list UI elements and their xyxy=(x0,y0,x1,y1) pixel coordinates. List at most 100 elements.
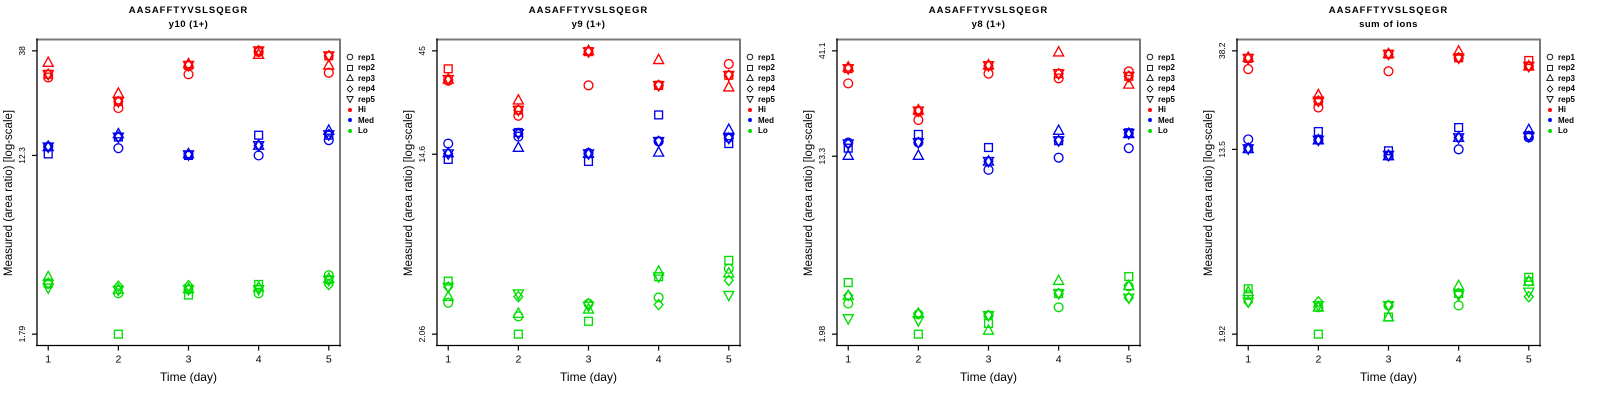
square-icon xyxy=(347,64,353,71)
svg-text:14.6: 14.6 xyxy=(417,146,427,163)
legend-label: rep2 xyxy=(758,63,775,73)
svg-text:1: 1 xyxy=(1245,354,1251,366)
legend-item-rep2: rep2 xyxy=(344,63,398,74)
svg-text:2: 2 xyxy=(515,354,521,366)
svg-text:3: 3 xyxy=(1386,354,1392,366)
legend-item-hi: Hi xyxy=(1144,105,1198,116)
chart-title: AASAFFTYVSLSQEGR xyxy=(128,5,249,16)
x-axis-label: Time (day) xyxy=(960,370,1017,384)
legend-item-rep1: rep1 xyxy=(744,52,798,63)
chart-panel-y8: AASAFFTYVSLSQEGR y8 (1+) Measured (area … xyxy=(800,0,1200,400)
legend-item-lo: Lo xyxy=(344,126,398,137)
legend-label: Lo xyxy=(1558,126,1568,136)
legend-item-rep4: rep4 xyxy=(1144,84,1198,95)
square-icon xyxy=(1547,64,1553,71)
legend-item-rep1: rep1 xyxy=(1544,52,1598,63)
svg-text:3: 3 xyxy=(186,354,192,366)
circle-icon xyxy=(346,54,354,61)
legend-label: Hi xyxy=(1158,105,1166,115)
legend: rep1 rep2 rep3 rep4 rep5 Hi Med Lo xyxy=(1144,52,1198,136)
triangle-up-icon xyxy=(346,73,354,82)
diamond-icon xyxy=(1546,84,1554,93)
diamond-icon xyxy=(746,84,754,93)
triangle-up-icon xyxy=(746,73,754,82)
svg-text:4: 4 xyxy=(1056,354,1062,366)
lo-dot-icon xyxy=(748,128,752,133)
legend-item-rep2: rep2 xyxy=(744,63,798,74)
circle-icon xyxy=(1146,54,1154,61)
legend-label: rep3 xyxy=(1158,73,1175,83)
legend-label: rep4 xyxy=(1558,84,1575,94)
legend-label: Lo xyxy=(758,126,768,136)
svg-text:1.92: 1.92 xyxy=(1217,326,1227,343)
svg-text:1.79: 1.79 xyxy=(17,326,27,343)
hi-dot-icon xyxy=(1148,107,1152,112)
chart-panel-y10: AASAFFTYVSLSQEGR y10 (1+) Measured (area… xyxy=(0,0,400,400)
svg-text:3: 3 xyxy=(986,354,992,366)
hi-dot-icon xyxy=(1548,107,1552,112)
hi-dot-icon xyxy=(748,107,752,112)
chart-title: AASAFFTYVSLSQEGR xyxy=(1328,5,1449,16)
svg-text:5: 5 xyxy=(326,354,332,366)
x-axis-label: Time (day) xyxy=(560,370,617,384)
med-dot-icon xyxy=(1548,118,1552,123)
legend-item-rep3: rep3 xyxy=(1544,73,1598,84)
plot-area: 38.2 13.5 1.92 1 2 3 4 5 xyxy=(1217,38,1541,366)
svg-text:5: 5 xyxy=(1526,354,1532,366)
legend-label: Hi xyxy=(1558,105,1566,115)
legend-label: rep1 xyxy=(758,52,775,62)
legend: rep1 rep2 rep3 rep4 rep5 Hi Med Lo xyxy=(744,52,798,136)
legend-item-lo: Lo xyxy=(1544,126,1598,137)
chart-subtitle: sum of ions xyxy=(1359,19,1418,30)
legend-item-lo: Lo xyxy=(1144,126,1198,137)
legend-label: rep4 xyxy=(358,84,375,94)
svg-text:13.3: 13.3 xyxy=(817,148,827,165)
legend-item-lo: Lo xyxy=(744,126,798,137)
legend-label: rep1 xyxy=(1158,52,1175,62)
legend-label: rep4 xyxy=(1158,84,1175,94)
triangle-down-icon xyxy=(346,96,354,104)
svg-text:13.5: 13.5 xyxy=(1217,141,1227,158)
legend-label: Med xyxy=(1558,115,1574,125)
legend-item-med: Med xyxy=(344,115,398,126)
svg-text:41.1: 41.1 xyxy=(817,42,827,59)
legend-label: rep2 xyxy=(358,63,375,73)
legend: rep1 rep2 rep3 rep4 rep5 Hi Med Lo xyxy=(1544,52,1598,136)
legend-label: rep3 xyxy=(1558,73,1575,83)
x-axis-label: Time (day) xyxy=(160,370,217,384)
svg-text:2.06: 2.06 xyxy=(417,326,427,343)
legend-item-rep2: rep2 xyxy=(1544,63,1598,74)
svg-text:5: 5 xyxy=(726,354,732,366)
svg-text:4: 4 xyxy=(656,354,662,366)
svg-text:1: 1 xyxy=(445,354,451,366)
legend-item-rep5: rep5 xyxy=(744,94,798,105)
legend-item-rep1: rep1 xyxy=(344,52,398,63)
legend-label: rep1 xyxy=(358,52,375,62)
legend-label: rep2 xyxy=(1158,63,1175,73)
legend-label: rep4 xyxy=(758,84,775,94)
legend-item-rep1: rep1 xyxy=(1144,52,1198,63)
med-dot-icon xyxy=(348,118,352,123)
legend-label: rep5 xyxy=(758,94,775,104)
legend-item-rep5: rep5 xyxy=(344,94,398,105)
diamond-icon xyxy=(1146,84,1154,93)
svg-text:1: 1 xyxy=(45,354,51,366)
diamond-icon xyxy=(346,84,354,93)
legend-label: Med xyxy=(1158,115,1174,125)
chart-title: AASAFFTYVSLSQEGR xyxy=(528,5,649,16)
legend-label: rep1 xyxy=(1558,52,1575,62)
legend-item-rep3: rep3 xyxy=(344,73,398,84)
legend-label: rep5 xyxy=(358,94,375,104)
triangle-down-icon xyxy=(746,96,754,104)
legend-label: Hi xyxy=(758,105,766,115)
chart-subtitle: y8 (1+) xyxy=(971,19,1006,30)
plot-area: 38 12.3 1.79 1 2 3 4 5 xyxy=(17,38,341,366)
legend-label: Med xyxy=(758,115,774,125)
legend-item-rep2: rep2 xyxy=(1144,63,1198,74)
chart-panel-y9: AASAFFTYVSLSQEGR y9 (1+) Measured (area … xyxy=(400,0,800,400)
svg-text:1.98: 1.98 xyxy=(817,326,827,343)
chart-title: AASAFFTYVSLSQEGR xyxy=(928,5,1049,16)
legend-label: Lo xyxy=(358,126,368,136)
legend-label: Lo xyxy=(1158,126,1168,136)
